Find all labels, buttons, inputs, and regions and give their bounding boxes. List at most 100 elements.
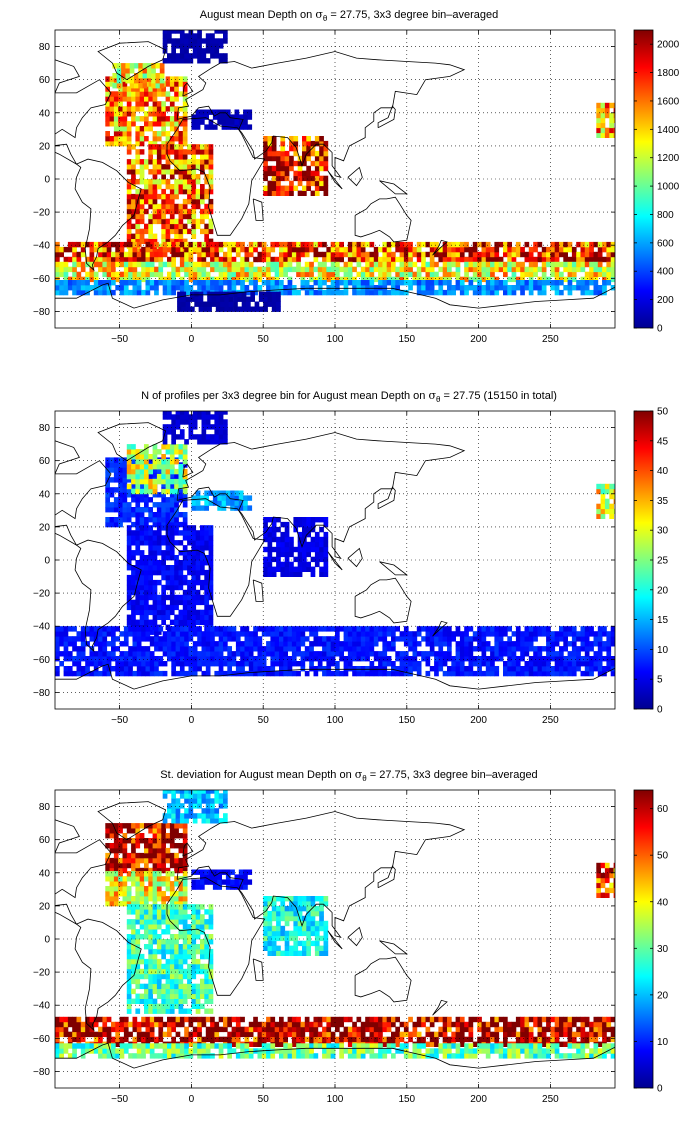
data-bin	[106, 289, 112, 296]
data-bin	[563, 666, 568, 672]
data-bin	[287, 646, 293, 652]
title-subscript: θ	[323, 14, 328, 23]
data-bin	[584, 289, 590, 296]
data-bin	[498, 651, 504, 657]
colorbar-tick-label: 10	[657, 645, 669, 656]
data-bin	[507, 670, 512, 677]
data-bin	[76, 661, 82, 667]
data-bin	[135, 517, 141, 523]
data-bin	[181, 296, 187, 302]
data-bin	[179, 419, 185, 425]
data-bin	[596, 117, 601, 124]
data-bin	[589, 276, 594, 283]
data-bin	[600, 513, 606, 519]
data-bin	[610, 251, 615, 258]
data-bin	[218, 58, 224, 64]
data-bin	[126, 900, 132, 907]
data-bin	[154, 661, 159, 667]
data-bin	[296, 256, 301, 263]
data-bin	[571, 626, 577, 632]
data-bin	[347, 241, 353, 248]
data-bin	[135, 106, 141, 112]
data-bin	[156, 629, 162, 635]
data-bin	[205, 241, 211, 248]
data-bin	[136, 641, 142, 647]
data-bin	[148, 988, 153, 995]
data-bin	[204, 188, 209, 195]
data-bin	[115, 276, 120, 283]
data-bin	[386, 251, 392, 258]
data-bin	[156, 507, 162, 513]
data-bin	[261, 251, 267, 258]
data-bin	[102, 626, 108, 632]
data-bin	[161, 904, 166, 910]
data-bin	[296, 641, 301, 647]
data-bin	[503, 241, 508, 248]
data-bin	[113, 76, 119, 82]
data-bin	[178, 179, 184, 185]
data-bin	[606, 271, 612, 278]
data-bin	[113, 91, 119, 97]
data-bin	[156, 218, 162, 225]
data-bin	[128, 646, 133, 652]
data-bin	[524, 285, 530, 291]
data-bin	[123, 256, 129, 263]
data-bin	[146, 68, 152, 74]
data-bin	[287, 261, 293, 268]
data-bin	[141, 631, 146, 637]
data-bin	[284, 526, 290, 533]
data-bin	[179, 261, 185, 268]
data-bin	[584, 241, 590, 248]
data-bin	[139, 881, 145, 887]
data-bin	[244, 661, 250, 667]
data-bin	[235, 641, 241, 647]
data-bin	[261, 646, 267, 652]
data-bin	[171, 266, 176, 273]
data-bin	[231, 271, 237, 278]
data-bin	[159, 78, 165, 84]
data-bin	[319, 566, 324, 572]
data-bin	[208, 525, 214, 531]
data-bin	[347, 276, 353, 283]
data-bin	[314, 546, 320, 553]
data-bin	[156, 512, 162, 518]
data-bin	[204, 223, 209, 230]
data-bin	[131, 599, 136, 606]
data-bin	[237, 306, 243, 312]
data-bin	[284, 531, 290, 538]
data-bin	[169, 909, 175, 915]
data-bin	[135, 550, 141, 556]
coastline	[166, 117, 266, 236]
data-bin	[208, 188, 214, 195]
data-bin	[270, 631, 276, 637]
data-bin	[162, 434, 168, 440]
data-bin	[144, 871, 149, 877]
data-bin	[191, 213, 197, 220]
data-bin	[177, 301, 182, 307]
data-bin	[135, 983, 141, 990]
data-bin	[240, 631, 245, 637]
data-bin	[221, 114, 227, 120]
data-bin	[210, 414, 215, 420]
data-bin	[274, 670, 280, 677]
data-bin	[408, 285, 413, 291]
data-bin	[139, 565, 145, 571]
data-bin	[178, 444, 184, 450]
data-bin	[98, 256, 103, 263]
data-bin	[115, 656, 120, 662]
data-bin	[187, 560, 192, 566]
data-bin	[593, 641, 599, 647]
data-bin	[472, 246, 478, 253]
x-tick-label: 150	[398, 334, 415, 345]
data-bin	[314, 165, 320, 172]
data-bin	[80, 251, 86, 258]
data-bin	[429, 626, 435, 632]
data-bin	[403, 246, 409, 253]
data-bin	[158, 656, 164, 662]
data-bin	[135, 512, 141, 518]
data-bin	[589, 271, 594, 278]
data-bin	[161, 929, 166, 935]
data-bin	[317, 280, 323, 286]
data-bin	[494, 636, 500, 642]
data-bin	[93, 631, 99, 637]
